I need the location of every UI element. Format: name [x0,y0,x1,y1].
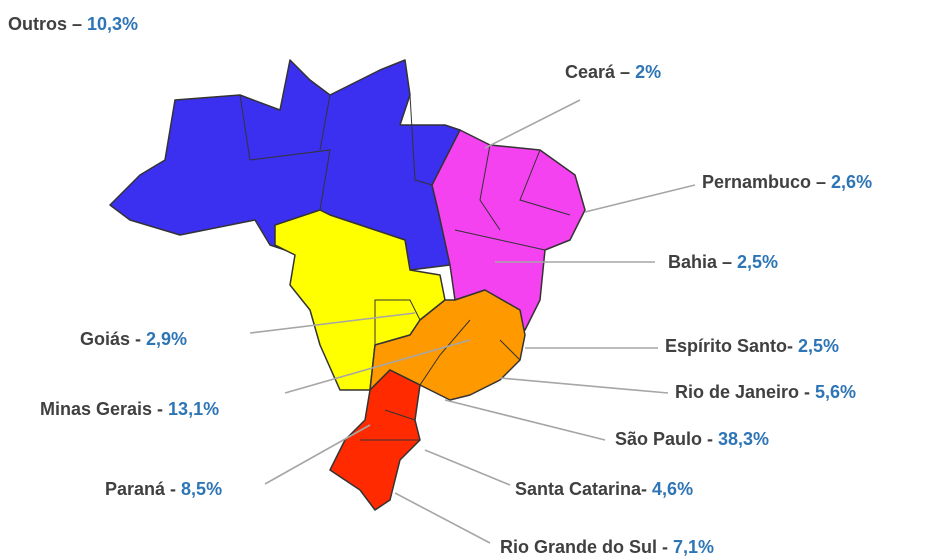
leader-lines [249,99,696,544]
region-label: São Paulo -38,3% [615,429,769,449]
region-share: 2,5% [798,336,839,356]
region-name: Outros – [8,14,82,34]
labels: Outros –10,3% Ceará –2% Pernambuco –2,6% Ba… [8,14,872,557]
leader-line [284,339,471,394]
leader-line [249,312,416,334]
region-name: Ceará – [565,62,630,82]
region-share: 2,6% [831,172,872,192]
region-label: Bahia –2,5% [668,252,778,272]
southeast-region [369,289,526,401]
state-borders [239,94,571,441]
leader-line [499,377,669,394]
region-name: Minas Gerais - [40,399,163,419]
region-label: Rio Grande do Sul -7,1% [500,537,714,557]
region-share: 2,9% [146,329,187,349]
region-name: Bahia – [668,252,732,272]
region-name: Espírito Santo- [665,336,793,356]
leader-line [424,449,511,486]
region-label: Goiás -2,9% [80,329,187,349]
region-name: Paraná - [105,479,176,499]
region-name: Pernambuco – [702,172,826,192]
region-label: Espírito Santo- 2,5% [665,336,839,356]
region-share: 2,5% [737,252,778,272]
region-name: São Paulo - [615,429,713,449]
leader-line [264,424,371,485]
region-label: Ceará –2% [565,62,661,82]
region-label: Outros –10,3% [8,14,138,34]
leader-line [444,399,606,441]
region-share: 10,3% [87,14,138,34]
region-name: Santa Catarina- [515,479,647,499]
region-name: Rio de Janeiro - [675,382,810,402]
brazil-map [109,59,586,511]
region-share: 7,1% [673,537,714,557]
region-share: 5,6% [815,382,856,402]
region-name: Rio Grande do Sul - [500,537,668,557]
region-share: 13,1% [168,399,219,419]
leader-line [394,492,491,544]
region-label: Rio de Janeiro -5,6% [675,382,856,402]
region-share: 8,5% [181,479,222,499]
region-share: 38,3% [718,429,769,449]
region-label: Santa Catarina- 4,6% [515,479,693,499]
region-share: 4,6% [652,479,693,499]
region-share: 2% [635,62,661,82]
region-name: Goiás - [80,329,141,349]
region-label: Pernambuco –2,6% [702,172,872,192]
leader-line [584,184,696,213]
leader-line [484,99,581,149]
region-label: Minas Gerais -13,1% [40,399,219,419]
region-label: Paraná -8,5% [105,479,222,499]
